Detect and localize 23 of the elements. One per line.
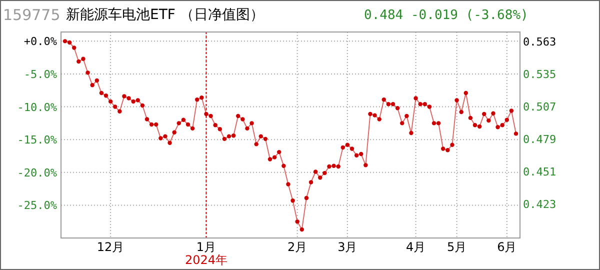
- y-tick-label: -20.0%: [17, 166, 58, 180]
- text: 159775: [3, 6, 60, 24]
- y-tick-label: -5.0%: [24, 68, 58, 81]
- ref-line-label: 2024年: [184, 253, 228, 267]
- x-tick-label: 6月: [497, 240, 517, 254]
- x-tick-label: 4月: [406, 240, 426, 254]
- chart-subtitle: 0.484 -0.019 (-3.68%): [364, 8, 528, 23]
- y2-tick-label: 0.563: [523, 35, 556, 48]
- y2-tick-label: 0.479: [523, 133, 556, 146]
- x-tick-label: 12月: [96, 240, 124, 254]
- y2-tick-label: 0.451: [523, 166, 556, 179]
- x-tick-label: 5月: [446, 240, 467, 254]
- y-tick-label: +0.0%: [24, 35, 58, 48]
- y2-tick-label: 0.507: [523, 100, 556, 114]
- x-tick-label: 3月: [338, 240, 358, 254]
- y-tick-label: -25.0%: [17, 199, 58, 212]
- y-tick-label: -10.0%: [17, 100, 58, 114]
- x-tick-label: 2月: [288, 240, 308, 254]
- y2-tick-label: 0.423: [523, 198, 556, 212]
- chart-title: 新能源车电池ETF （日净值图）: [66, 7, 264, 23]
- x-tick-label: 1月: [196, 240, 216, 254]
- y-tick-label: -15.0%: [17, 134, 58, 147]
- y2-tick-label: 0.535: [523, 68, 556, 81]
